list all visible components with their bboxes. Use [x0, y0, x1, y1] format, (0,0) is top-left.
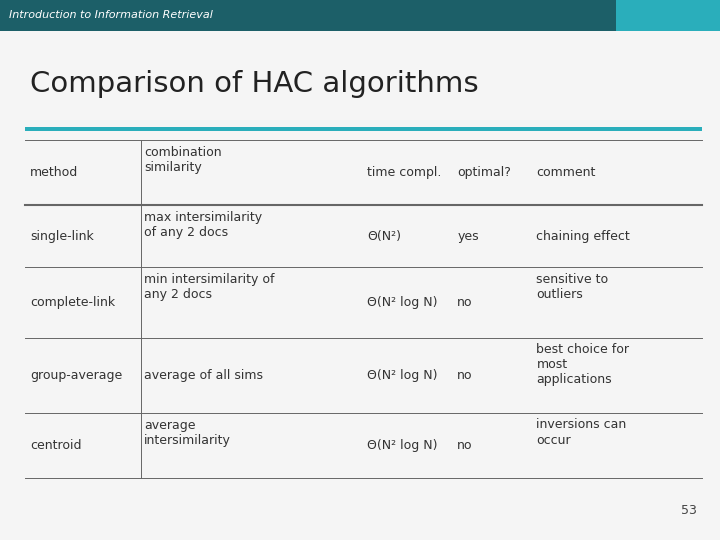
- Text: method: method: [30, 166, 78, 179]
- Text: complete-link: complete-link: [30, 296, 115, 309]
- Text: average: average: [144, 418, 196, 431]
- Text: max intersimilarity: max intersimilarity: [144, 211, 262, 224]
- Text: applications: applications: [536, 373, 612, 386]
- Text: Θ(N²): Θ(N²): [367, 230, 401, 243]
- Text: inversions can: inversions can: [536, 418, 626, 431]
- Text: centroid: centroid: [30, 439, 82, 452]
- Text: Comparison of HAC algorithms: Comparison of HAC algorithms: [30, 70, 479, 98]
- Text: comment: comment: [536, 166, 595, 179]
- Text: yes: yes: [457, 230, 479, 243]
- Text: sensitive to: sensitive to: [536, 273, 608, 286]
- Text: no: no: [457, 369, 473, 382]
- Text: intersimilarity: intersimilarity: [144, 434, 231, 447]
- Text: Introduction to Information Retrieval: Introduction to Information Retrieval: [9, 10, 212, 21]
- Text: outliers: outliers: [536, 288, 583, 301]
- Text: any 2 docs: any 2 docs: [144, 288, 212, 301]
- Text: no: no: [457, 296, 473, 309]
- Text: Θ(N² log N): Θ(N² log N): [367, 369, 438, 382]
- Text: time compl.: time compl.: [367, 166, 441, 179]
- Text: 53: 53: [681, 504, 697, 517]
- Text: occur: occur: [536, 434, 571, 447]
- Text: of any 2 docs: of any 2 docs: [144, 226, 228, 239]
- Text: combination: combination: [144, 146, 222, 159]
- Text: no: no: [457, 439, 473, 452]
- Text: optimal?: optimal?: [457, 166, 511, 179]
- Bar: [0, 0, 616, 31]
- Text: average of all sims: average of all sims: [144, 369, 263, 382]
- Text: group-average: group-average: [30, 369, 122, 382]
- Bar: [616, 0, 720, 31]
- Bar: [25, 127, 702, 131]
- Text: Θ(N² log N): Θ(N² log N): [367, 439, 438, 452]
- Text: most: most: [536, 358, 567, 371]
- Text: similarity: similarity: [144, 161, 202, 174]
- Text: best choice for: best choice for: [536, 343, 629, 356]
- Text: min intersimilarity of: min intersimilarity of: [144, 273, 274, 286]
- Text: Θ(N² log N): Θ(N² log N): [367, 296, 438, 309]
- Text: single-link: single-link: [30, 230, 94, 243]
- Text: chaining effect: chaining effect: [536, 230, 630, 243]
